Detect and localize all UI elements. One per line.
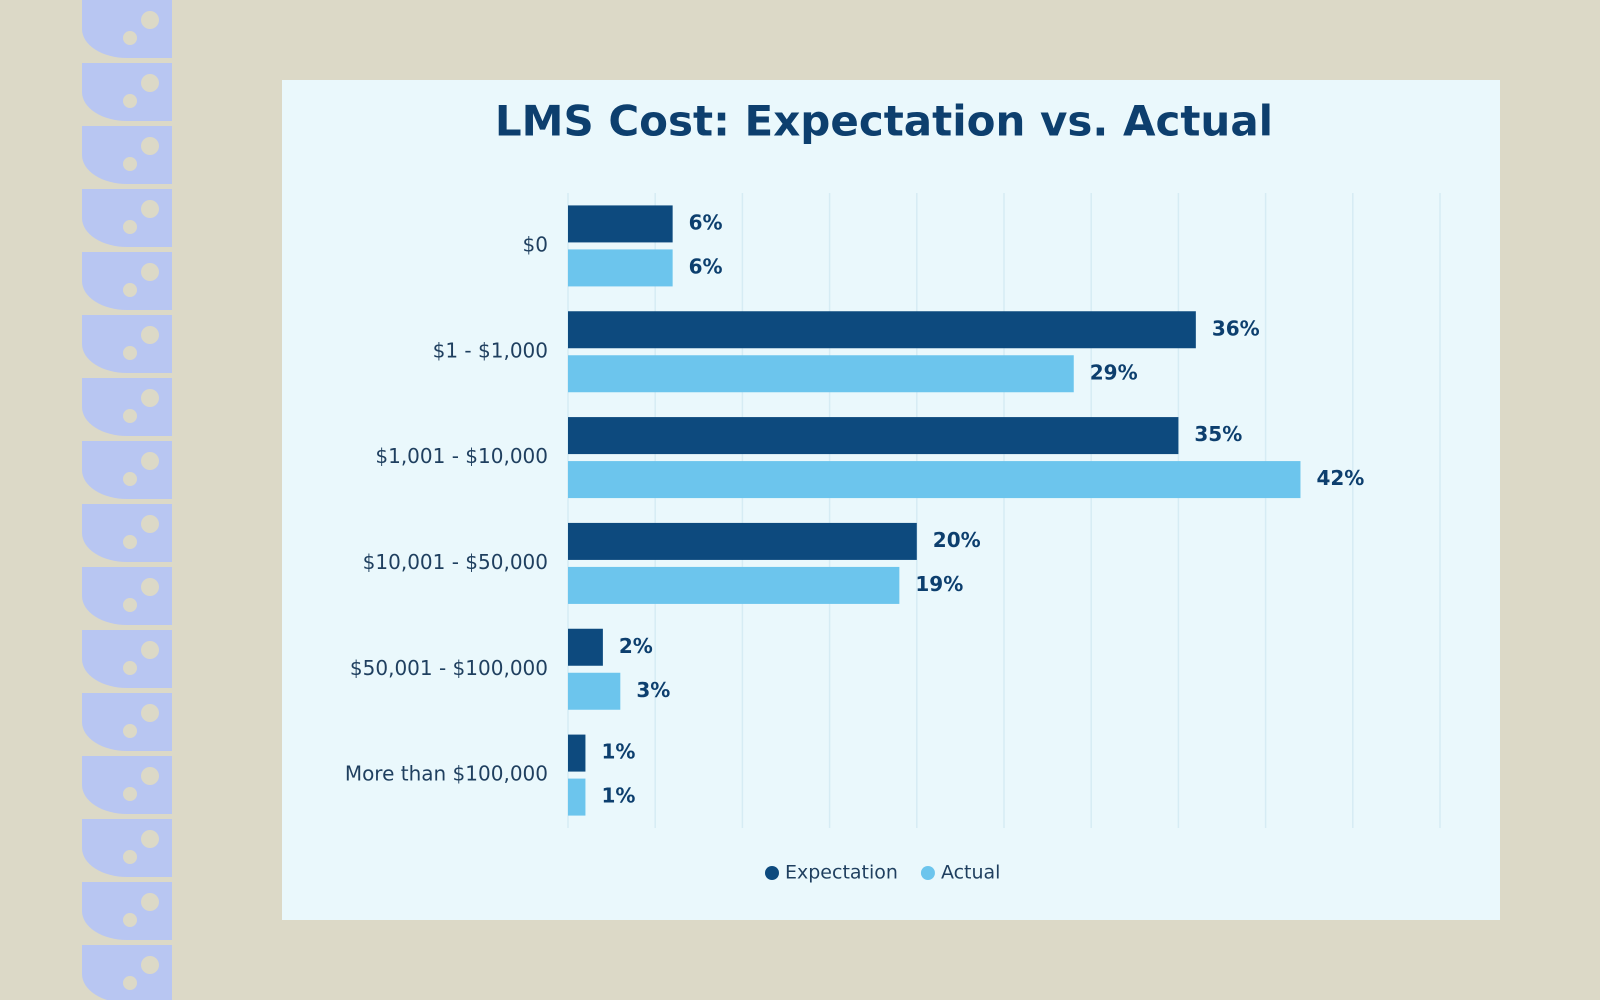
data-label: 35% xyxy=(1194,422,1242,446)
bar xyxy=(568,205,673,243)
deco-dot xyxy=(123,94,137,108)
deco-dot xyxy=(123,850,137,864)
deco-dot xyxy=(123,472,137,486)
deco-dot xyxy=(123,220,137,234)
deco-dot xyxy=(141,704,159,722)
deco-dot xyxy=(123,31,137,45)
deco-dot xyxy=(141,830,159,848)
deco-dot xyxy=(141,578,159,596)
deco-dot xyxy=(141,956,159,974)
deco-dot xyxy=(141,263,159,281)
data-label: 20% xyxy=(933,528,981,552)
data-label: 1% xyxy=(601,740,635,764)
deco-dot xyxy=(141,200,159,218)
data-label: 6% xyxy=(689,210,723,234)
deco-shape xyxy=(82,819,172,877)
y-tick-label: $10,001 - $50,000 xyxy=(363,550,548,574)
y-tick-label: $1,001 - $10,000 xyxy=(375,444,548,468)
bar xyxy=(568,355,1074,393)
deco-shape xyxy=(82,0,172,58)
deco-dot xyxy=(123,283,137,297)
bar xyxy=(568,311,1196,349)
deco-dot xyxy=(141,326,159,344)
y-tick-label: $0 xyxy=(523,232,548,256)
deco-shape xyxy=(82,441,172,499)
chart-title: LMS Cost: Expectation vs. Actual xyxy=(495,97,1273,146)
data-label: 19% xyxy=(915,572,963,596)
data-label: 3% xyxy=(636,678,670,702)
deco-shape xyxy=(82,630,172,688)
deco-shape xyxy=(82,315,172,373)
bar xyxy=(568,522,917,560)
deco-shape xyxy=(82,756,172,814)
deco-dot xyxy=(123,913,137,927)
deco-dot xyxy=(123,598,137,612)
bar xyxy=(568,566,900,604)
deco-dot xyxy=(123,724,137,738)
deco-shape xyxy=(82,126,172,184)
deco-dot xyxy=(123,157,137,171)
decoration xyxy=(82,0,172,1003)
legend-label: Actual xyxy=(941,862,1001,884)
data-label: 6% xyxy=(689,254,723,278)
legend-label: Expectation xyxy=(785,862,898,884)
data-label: 42% xyxy=(1316,466,1364,490)
data-label: 1% xyxy=(601,784,635,808)
bar xyxy=(568,249,673,287)
data-label: 29% xyxy=(1090,360,1138,384)
deco-shape xyxy=(82,378,172,436)
deco-shape xyxy=(82,693,172,751)
data-label: 36% xyxy=(1212,316,1260,340)
deco-dot xyxy=(123,661,137,675)
deco-shape xyxy=(82,63,172,121)
deco-dot xyxy=(123,535,137,549)
y-tick-label: More than $100,000 xyxy=(345,762,548,786)
deco-dot xyxy=(141,74,159,92)
deco-dot xyxy=(141,893,159,911)
deco-dot xyxy=(123,346,137,360)
deco-dot xyxy=(123,787,137,801)
y-tick-label: $1 - $1,000 xyxy=(433,338,548,362)
bar xyxy=(568,417,1179,455)
deco-shape xyxy=(82,567,172,625)
deco-dot xyxy=(141,11,159,29)
deco-shape xyxy=(82,189,172,247)
bar xyxy=(568,672,621,710)
legend-marker xyxy=(765,866,779,880)
y-tick-label: $50,001 - $100,000 xyxy=(350,656,548,680)
deco-dot xyxy=(123,976,137,990)
deco-dot xyxy=(141,767,159,785)
bar xyxy=(568,778,586,816)
bar xyxy=(568,461,1301,499)
data-label: 2% xyxy=(619,634,653,658)
deco-dot xyxy=(141,452,159,470)
legend-marker xyxy=(920,866,935,880)
deco-shape xyxy=(82,945,172,1003)
card xyxy=(282,80,1500,920)
deco-dot xyxy=(141,389,159,407)
deco-dot xyxy=(141,641,159,659)
deco-shape xyxy=(82,252,172,310)
deco-dot xyxy=(123,409,137,423)
deco-shape xyxy=(82,504,172,562)
deco-dot xyxy=(141,515,159,533)
bar xyxy=(568,734,586,772)
bar xyxy=(568,628,603,666)
deco-dot xyxy=(141,137,159,155)
deco-shape xyxy=(82,882,172,940)
